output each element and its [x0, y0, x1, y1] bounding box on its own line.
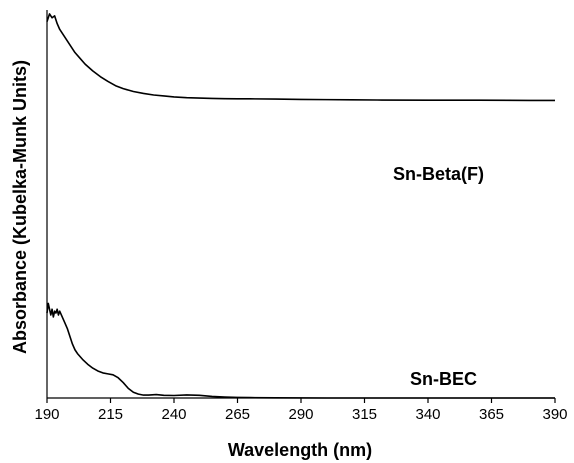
x-tick-label: 215: [98, 406, 123, 423]
x-tick-label: 240: [161, 406, 186, 423]
x-ticks: 190 215 240 265 290 315 340 365 390: [34, 398, 568, 423]
x-tick-label: 290: [288, 406, 313, 423]
x-tick-label: 190: [34, 406, 59, 423]
series-label-sn-bec: Sn-BEC: [410, 369, 477, 389]
x-tick-label: 340: [415, 406, 440, 423]
series-label-sn-beta-f: Sn-Beta(F): [393, 164, 484, 184]
x-axis-title: Wavelength (nm): [228, 440, 372, 460]
x-tick-label: 265: [225, 406, 250, 423]
x-tick-label: 365: [479, 406, 504, 423]
series-line-sn-beta-f: [46, 13, 555, 102]
y-axis-title: Absorbance (Kubelka-Munk Units): [10, 60, 30, 354]
x-tick-label: 390: [542, 406, 567, 423]
series-line-sn-bec: [46, 302, 555, 399]
series-labels: Sn-Beta(F) Sn-BEC: [393, 164, 484, 389]
series-group: [46, 13, 555, 399]
x-tick-label: 315: [352, 406, 377, 423]
plot-area: 190 215 240 265 290 315 340 365 390 Sn-Beta(F)Sn…: [34, 10, 568, 423]
